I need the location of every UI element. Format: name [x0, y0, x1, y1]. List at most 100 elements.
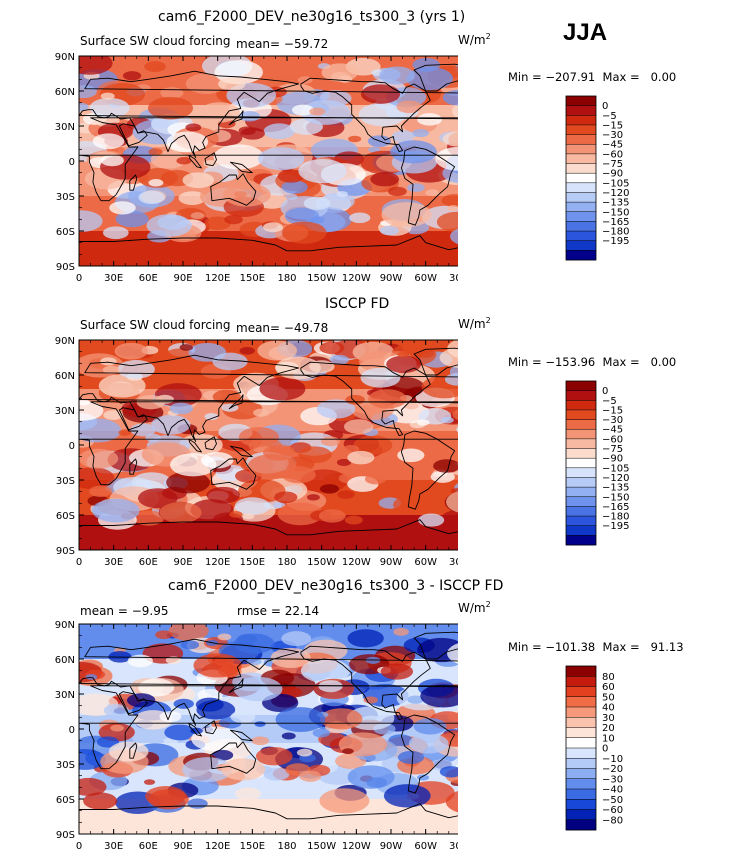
lon-tick-label: 90W — [380, 273, 403, 284]
colorbar-swatch — [566, 105, 596, 116]
colorbar-label: −90 — [602, 169, 623, 180]
colorbar-label: −150 — [602, 207, 629, 218]
panel-1-min: −207.91 — [545, 70, 596, 84]
field-band — [79, 210, 458, 218]
field-blob — [319, 788, 370, 814]
field-blob — [237, 479, 286, 503]
coastline — [400, 146, 456, 226]
field-blob — [138, 678, 175, 697]
field-blob — [115, 210, 149, 228]
field-blob — [148, 148, 163, 156]
field-blob — [178, 191, 206, 205]
field-blob — [347, 765, 395, 789]
field-blob — [212, 352, 248, 371]
coastline — [210, 741, 257, 774]
field-blob — [307, 494, 320, 501]
field-blob — [221, 758, 266, 781]
colorbar-swatch — [566, 134, 596, 145]
colorbar-swatch — [566, 153, 596, 164]
lon-tick-label: 120W — [342, 557, 371, 568]
field-blob — [92, 498, 140, 523]
colorbar-swatch — [566, 506, 596, 517]
field-blob — [147, 96, 194, 120]
panel-3-units: W/m2 — [458, 600, 491, 615]
field-blob — [383, 784, 431, 808]
coastline — [204, 152, 217, 167]
field-blob — [396, 100, 422, 114]
field-band — [79, 631, 458, 639]
field-blob — [199, 102, 240, 123]
panel-2-min: −153.96 — [545, 355, 596, 369]
field-blob — [397, 448, 425, 463]
colorbar-frame — [565, 380, 597, 546]
field-blob — [204, 413, 219, 421]
field-band — [79, 792, 458, 800]
field-blob — [368, 389, 407, 409]
lon-tick-label: 0 — [76, 557, 82, 568]
field-blob — [159, 711, 182, 723]
field-blob — [100, 92, 115, 100]
field-blob — [165, 656, 182, 665]
field-band — [79, 543, 458, 550]
colorbar-label: −180 — [602, 227, 629, 238]
field-band — [79, 715, 458, 723]
field-blob — [337, 490, 355, 499]
lat-tick-label: 30S — [56, 476, 75, 487]
field-band — [79, 827, 458, 834]
field-blob — [442, 131, 458, 147]
coastline — [79, 117, 458, 202]
field-blob — [190, 212, 205, 220]
field-blob — [413, 718, 447, 735]
field-blob — [193, 653, 242, 678]
field-blob — [321, 436, 341, 447]
colorbar-label: −135 — [602, 198, 629, 209]
field-blob — [114, 342, 148, 360]
field-blob — [380, 663, 414, 680]
lon-tick-label: 30E — [104, 841, 123, 852]
lon-tick-label: 0 — [76, 841, 82, 852]
colorbar-label: −180 — [602, 512, 629, 523]
colorbar-swatch — [566, 448, 596, 459]
field-blob — [447, 205, 458, 212]
colorbar-label: −90 — [602, 454, 623, 465]
field-blob — [281, 221, 327, 244]
lon-tick-label: 60W — [414, 557, 437, 568]
field-blob — [446, 491, 458, 513]
field-blob — [102, 365, 120, 375]
field-blob — [318, 509, 346, 523]
colorbar-label: −5 — [602, 111, 617, 122]
field-blob — [223, 182, 271, 207]
coastline — [400, 714, 456, 794]
field-blob — [102, 226, 129, 240]
field-blob — [258, 147, 305, 171]
coastline — [413, 63, 458, 92]
lon-tick-label: 60W — [414, 841, 437, 852]
field-blob — [319, 708, 363, 730]
colorbar-swatch — [566, 211, 596, 222]
colorbar-label: 0 — [602, 101, 608, 112]
field-blob — [83, 792, 118, 810]
field-blob — [122, 71, 142, 81]
field-blob — [169, 402, 193, 415]
field-blob — [319, 484, 340, 494]
field-blob — [213, 144, 264, 170]
field-blob — [251, 736, 270, 746]
field-blob — [329, 354, 349, 365]
field-blob — [444, 373, 458, 386]
colorbar-swatch — [566, 429, 596, 440]
field-blob — [452, 103, 458, 119]
colorbar-swatch — [566, 240, 596, 251]
colorbar-label: 80 — [602, 672, 615, 683]
colorbar-label: −10 — [602, 754, 623, 765]
field-blob — [406, 66, 453, 91]
field-blob — [273, 502, 286, 509]
field-blob — [281, 631, 312, 647]
lat-tick-label: 90S — [56, 262, 75, 273]
lat-tick-label: 0 — [69, 725, 75, 736]
coastlines — [79, 63, 458, 266]
field-blob — [143, 779, 156, 785]
colorbar-label: −195 — [602, 236, 629, 247]
field-band — [79, 536, 458, 544]
